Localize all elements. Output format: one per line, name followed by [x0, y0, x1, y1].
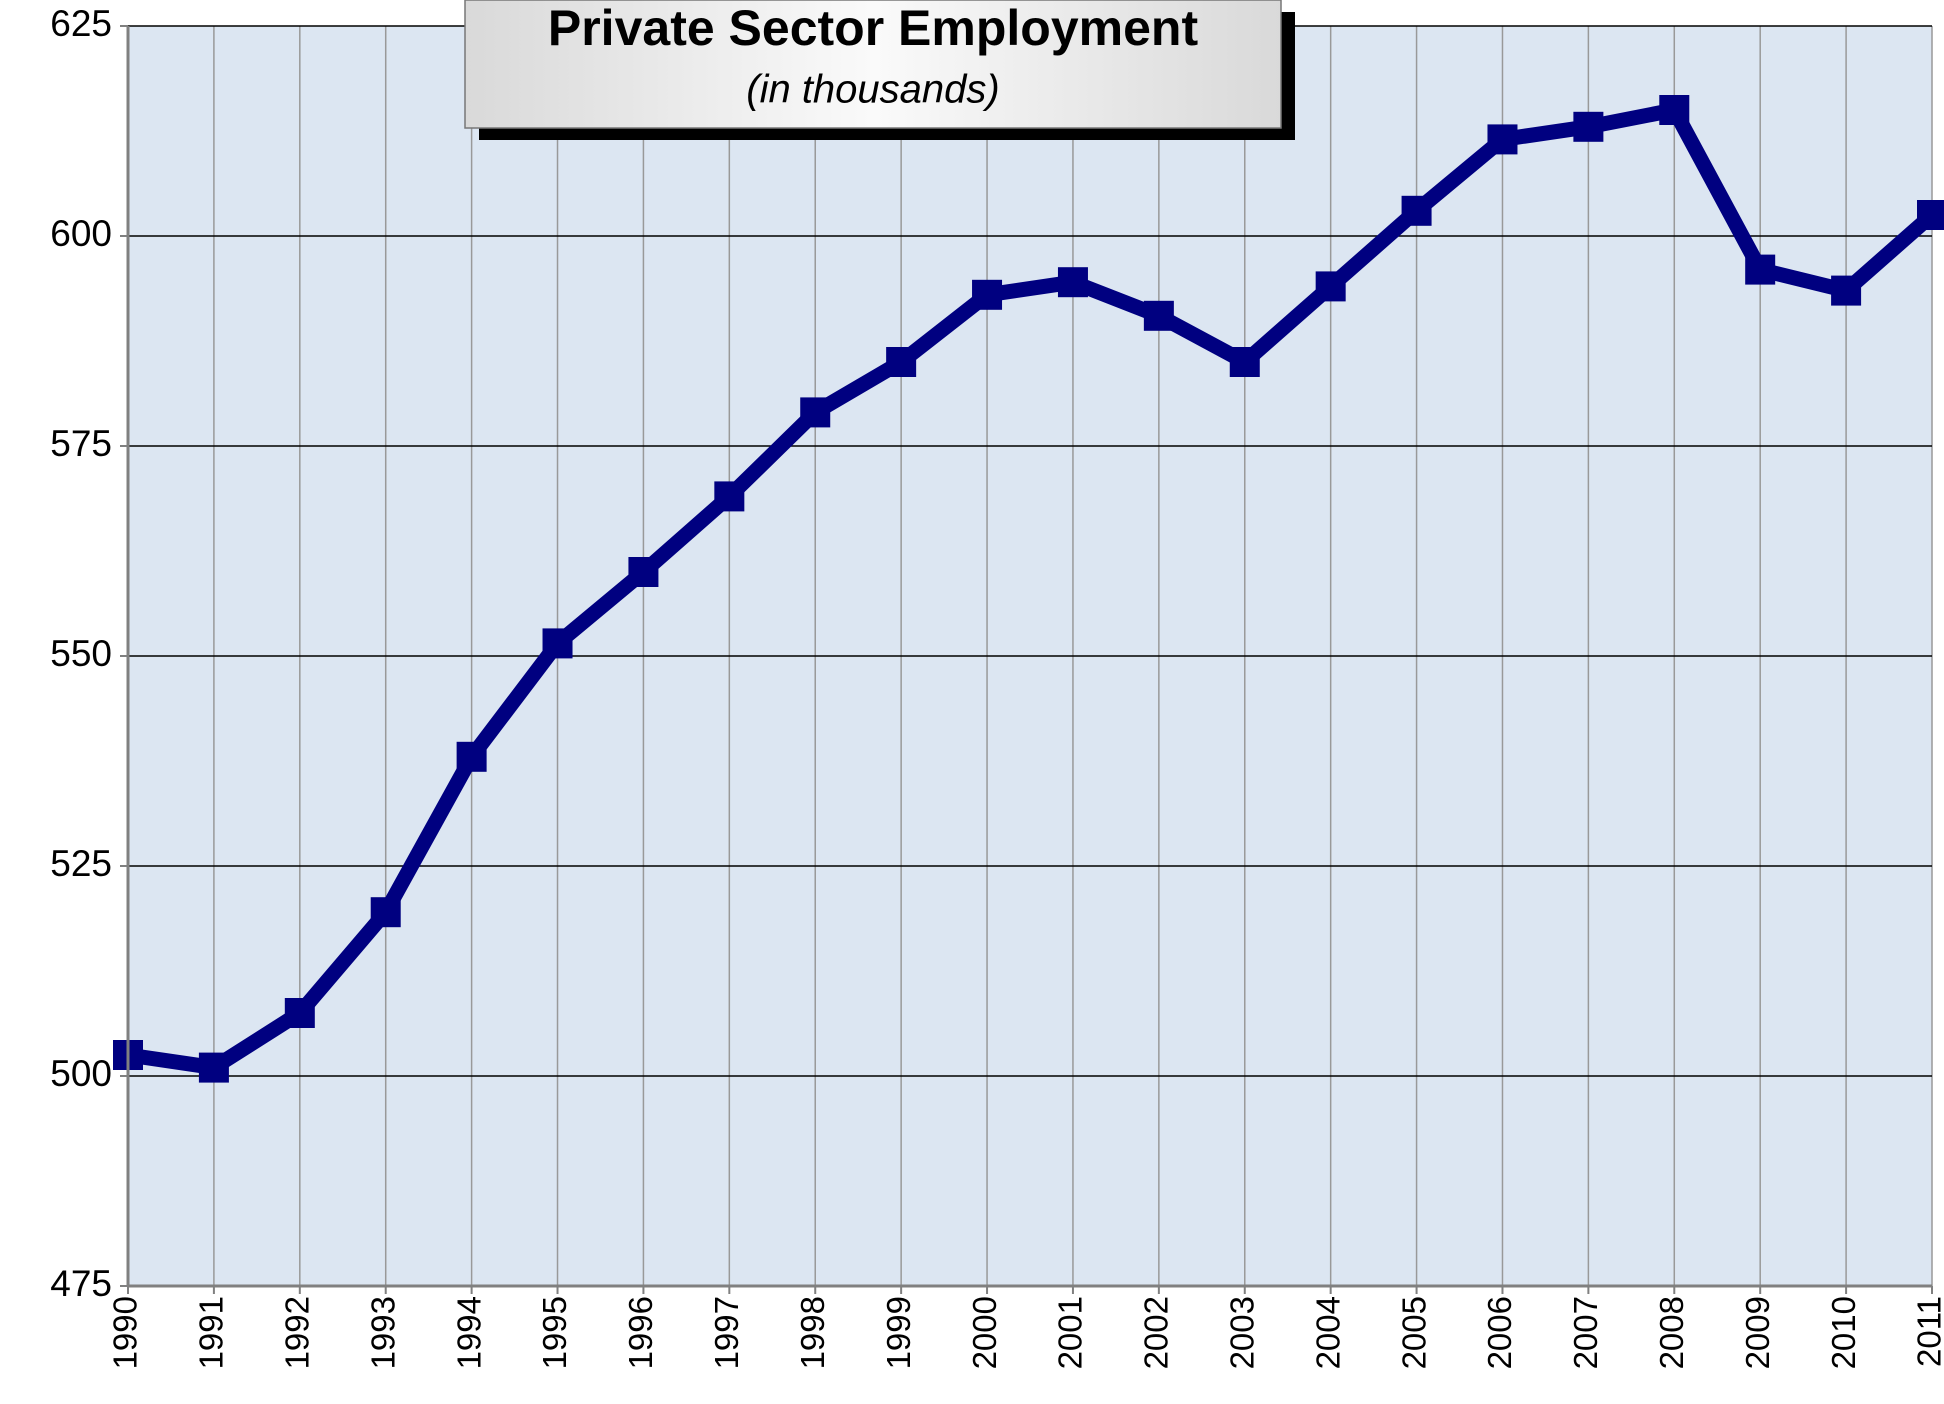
- x-tick-label: 1993: [364, 1296, 401, 1369]
- data-point: [542, 628, 573, 659]
- series-line: [126, 102, 1937, 1076]
- title-box: Private Sector Employment (in thousands): [464, 0, 1295, 140]
- data-point: [972, 279, 1003, 310]
- x-tick-label: 1992: [279, 1296, 316, 1369]
- y-tick-label: 550: [50, 633, 112, 674]
- data-point: [1315, 271, 1346, 302]
- x-tick-label: 1998: [794, 1296, 831, 1369]
- x-tick-label: 2011: [1911, 1296, 1944, 1367]
- x-tick-label: 1999: [880, 1296, 917, 1369]
- x-tick-label: 1991: [193, 1296, 230, 1369]
- y-tick-label: 500: [50, 1053, 112, 1094]
- x-tick-label: 2010: [1825, 1296, 1862, 1369]
- data-point: [198, 1052, 229, 1083]
- x-tick-label: 2007: [1567, 1296, 1604, 1369]
- data-point: [1143, 300, 1174, 331]
- data-point: [370, 897, 401, 928]
- x-tick-label: 2001: [1052, 1296, 1089, 1369]
- chart-subtitle: (in thousands): [746, 68, 999, 112]
- data-point: [714, 481, 745, 512]
- x-tick-label: 1994: [450, 1296, 487, 1369]
- x-tick-label: 1996: [622, 1296, 659, 1369]
- data-point: [1573, 111, 1604, 142]
- x-tick-label: 1997: [708, 1296, 745, 1369]
- x-tick-label: 2006: [1481, 1296, 1518, 1369]
- x-tick-label: 1990: [107, 1296, 144, 1369]
- data-point: [886, 347, 917, 377]
- x-tick-label: 2004: [1309, 1296, 1346, 1369]
- x-tick-label: 2003: [1223, 1296, 1260, 1369]
- data-point: [1401, 195, 1432, 226]
- x-tick-label: 2009: [1739, 1296, 1776, 1369]
- marks: [113, 95, 1944, 1083]
- x-tick-label: 2002: [1138, 1296, 1175, 1369]
- data-point: [1487, 124, 1518, 155]
- data-point: [1831, 275, 1862, 306]
- chart-title: Private Sector Employment: [548, 0, 1199, 56]
- y-tick-label: 600: [50, 213, 112, 254]
- data-point: [1659, 95, 1690, 125]
- x-tick-label: 2005: [1395, 1296, 1432, 1369]
- data-point: [1745, 254, 1776, 285]
- data-point: [284, 998, 315, 1028]
- data-point: [628, 557, 659, 587]
- y-tick-label: 475: [50, 1263, 112, 1304]
- data-point: [1917, 200, 1944, 230]
- x-tick-label: 1995: [536, 1296, 573, 1369]
- x-tick-label: 2000: [966, 1296, 1003, 1369]
- title-panel: [464, 0, 1282, 129]
- data-point: [1229, 347, 1260, 377]
- data-point: [456, 741, 487, 772]
- x-tick-label: 2008: [1653, 1296, 1690, 1369]
- y-tick-label: 625: [50, 3, 112, 44]
- y-tick-label: 575: [50, 423, 112, 464]
- y-tick-label: 525: [50, 843, 112, 884]
- data-point: [1057, 267, 1088, 298]
- data-point: [800, 397, 831, 428]
